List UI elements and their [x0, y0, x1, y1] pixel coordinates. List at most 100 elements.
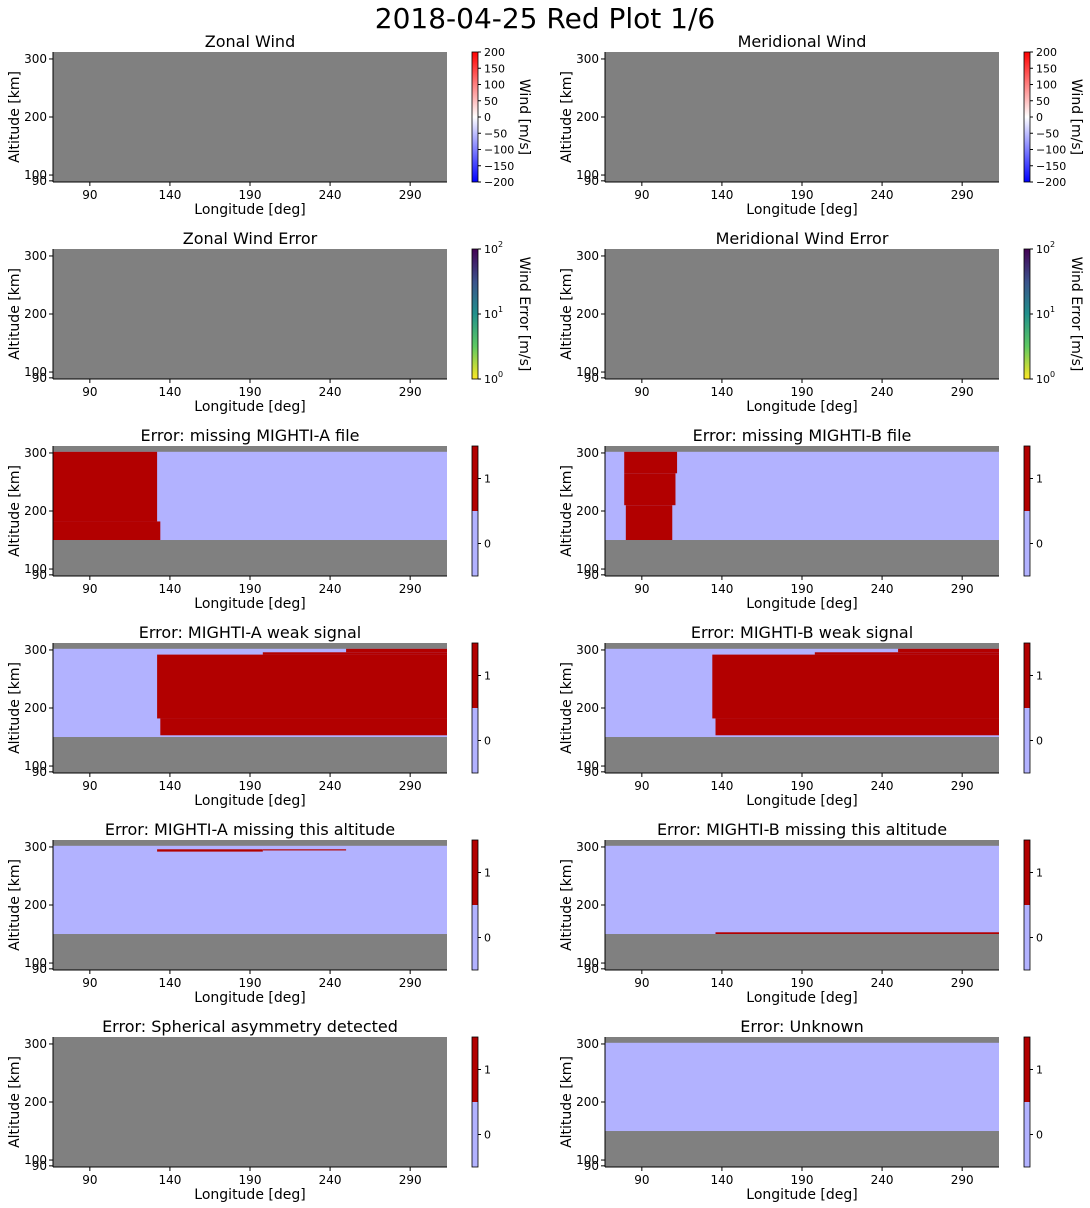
x-tick-label: 290	[951, 188, 974, 202]
x-tick-label: 140	[710, 976, 733, 990]
colorbar-tick-label: 150	[484, 62, 505, 75]
colorbar-tick-label: −100	[484, 144, 514, 157]
x-tick-label: 240	[319, 1173, 342, 1187]
data-region	[53, 451, 158, 522]
x-tick-label: 190	[239, 976, 262, 990]
x-axis-label: Longitude [deg]	[746, 596, 857, 612]
x-axis-label: Longitude [deg]	[194, 596, 305, 612]
y-axis-label: Altitude [km]	[7, 71, 23, 163]
y-tick-label: 100	[576, 562, 599, 576]
x-tick-label: 140	[710, 779, 733, 793]
colorbar-tick-label: 1	[1036, 1064, 1043, 1077]
colorbar-tick-label: 1	[1036, 670, 1043, 683]
x-tick-label: 190	[239, 1173, 262, 1187]
colorbar: 10	[471, 445, 491, 577]
plot-area	[53, 249, 447, 379]
y-tick-label: 300	[24, 1037, 47, 1051]
colorbar-label: Wind Error [m/s]	[516, 257, 532, 372]
data-region	[157, 849, 263, 852]
colorbar-segment	[472, 1037, 478, 1102]
data-region	[814, 652, 999, 655]
data-region	[262, 849, 347, 851]
y-axis-label: Altitude [km]	[7, 859, 23, 951]
colorbar-tick-exponent: 2	[498, 240, 503, 249]
colorbar-segment	[1024, 643, 1030, 708]
figure-title: 2018-04-25 Red Plot 1/6	[374, 2, 716, 35]
colorbar-tick-label: 101	[484, 305, 503, 321]
data-region	[605, 1042, 999, 1132]
y-tick-label: 200	[24, 701, 47, 715]
y-tick-label: 90	[584, 568, 599, 582]
y-axis-label: Altitude [km]	[559, 465, 575, 557]
y-tick-label: 100	[24, 365, 47, 379]
colorbar-tick-label: 102	[1036, 240, 1055, 256]
plot-area	[53, 52, 447, 182]
x-axis-label: Longitude [deg]	[746, 202, 857, 218]
x-axis-label: Longitude [deg]	[194, 1187, 305, 1203]
colorbar-segment	[472, 511, 478, 576]
plot-area	[53, 1037, 447, 1167]
data-region	[624, 451, 678, 474]
x-tick-label: 190	[239, 779, 262, 793]
y-tick-label: 90	[584, 174, 599, 188]
y-tick-label: 300	[576, 643, 599, 657]
y-axis-label: Altitude [km]	[559, 859, 575, 951]
x-tick-label: 240	[319, 779, 342, 793]
colorbar-tick-exponent: 1	[1050, 305, 1055, 314]
y-tick-label: 100	[24, 562, 47, 576]
colorbar-tick-label: 100	[1036, 370, 1055, 386]
colorbar-segment	[472, 840, 478, 905]
y-tick-label: 90	[584, 371, 599, 385]
x-tick-label: 240	[319, 385, 342, 399]
colorbar-segment	[472, 1102, 478, 1167]
x-tick-label: 140	[158, 385, 181, 399]
colorbar-tick-label: 0	[1036, 111, 1043, 124]
colorbar-bar	[1024, 249, 1030, 379]
x-tick-label: 290	[951, 385, 974, 399]
y-tick-label: 300	[576, 249, 599, 263]
x-tick-label: 190	[791, 976, 814, 990]
colorbar: 10	[471, 1036, 491, 1168]
x-tick-label: 90	[82, 779, 97, 793]
colorbar-tick-label: 0	[1036, 538, 1043, 551]
y-tick-label: 90	[32, 1159, 47, 1173]
colorbar-segment	[472, 708, 478, 773]
x-tick-label: 190	[791, 385, 814, 399]
y-axis-label: Altitude [km]	[7, 662, 23, 754]
data-region	[898, 648, 999, 653]
colorbar-segment	[472, 643, 478, 708]
x-tick-label: 140	[158, 976, 181, 990]
colorbar-tick-label: −200	[484, 176, 514, 189]
x-tick-label: 290	[951, 582, 974, 596]
y-tick-label: 300	[24, 446, 47, 460]
y-tick-label: 200	[24, 1095, 47, 1109]
panel-title: Zonal Wind Error	[183, 229, 318, 248]
chart-panel: Error: Spherical asymmetry detected 90 140…	[7, 1017, 491, 1203]
colorbar: 10	[471, 642, 491, 774]
data-region	[53, 845, 447, 935]
colorbar-tick-label: 0	[1036, 1129, 1043, 1142]
colorbar-tick-label: 0	[484, 111, 491, 124]
y-tick-label: 90	[32, 962, 47, 976]
x-tick-label: 140	[710, 582, 733, 596]
colorbar-bar	[1024, 52, 1030, 182]
y-tick-label: 300	[24, 249, 47, 263]
y-tick-label: 90	[32, 568, 47, 582]
plot-area	[605, 52, 999, 182]
y-tick-label: 100	[24, 956, 47, 970]
x-tick-label: 290	[951, 1173, 974, 1187]
colorbar-tick-label: −150	[484, 160, 514, 173]
data-region	[160, 718, 447, 736]
y-tick-label: 100	[576, 1153, 599, 1167]
y-axis-label: Altitude [km]	[559, 1056, 575, 1148]
colorbar-frame	[471, 839, 479, 971]
colorbar-tick-label: 100	[484, 370, 503, 386]
x-tick-label: 140	[158, 188, 181, 202]
data-region	[605, 845, 999, 935]
colorbar-segment	[1024, 511, 1030, 576]
